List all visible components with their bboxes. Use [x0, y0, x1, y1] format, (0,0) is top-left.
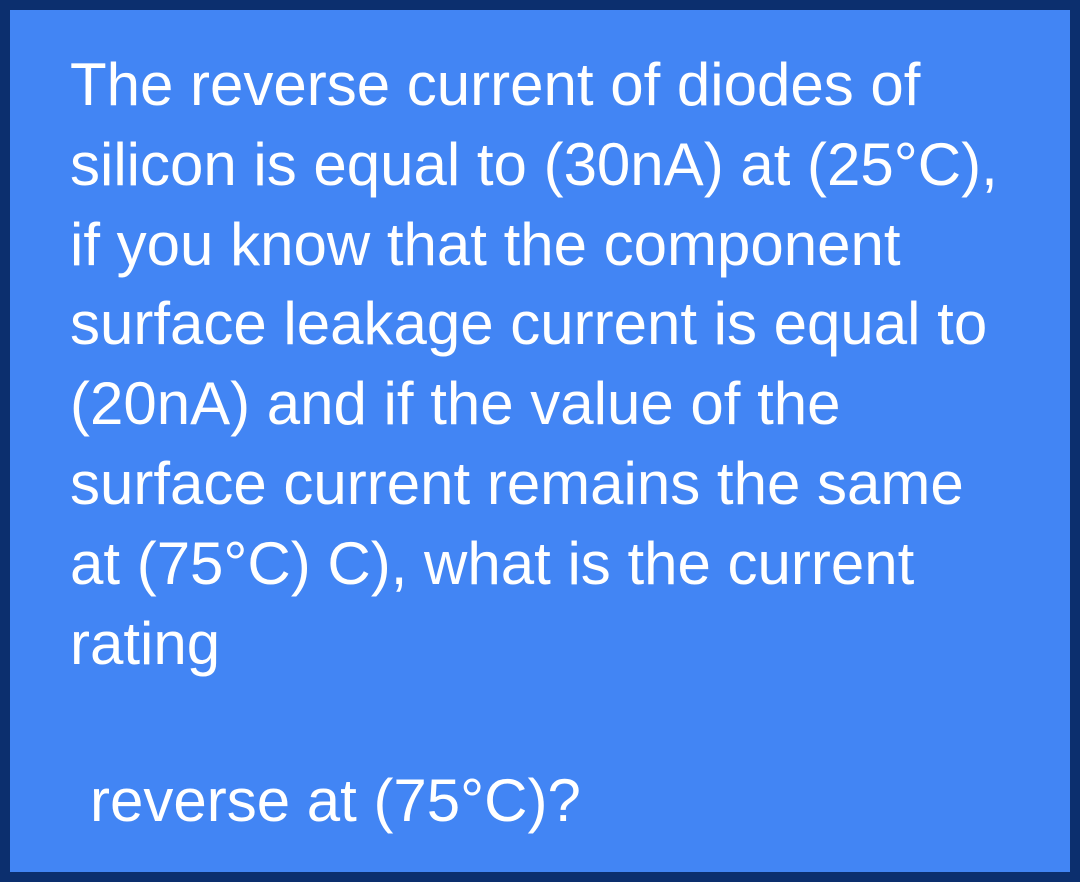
paragraph-1: The reverse current of diodes of silicon…: [70, 45, 1020, 683]
paragraph-2: reverse at (75°C)?: [70, 761, 1020, 841]
question-text-block: The reverse current of diodes of silicon…: [70, 45, 1020, 841]
